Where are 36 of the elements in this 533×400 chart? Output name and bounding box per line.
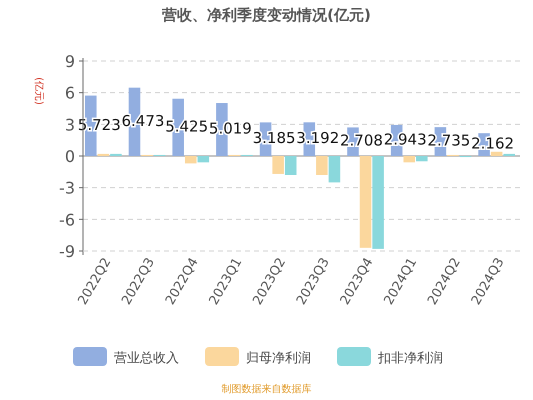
data-label: 3.185 — [252, 129, 296, 148]
y-tick-label: 9 — [64, 52, 75, 71]
y-tick-label: 0 — [64, 147, 75, 166]
data-label: 6.473 — [122, 112, 164, 130]
data-label: 2.162 — [471, 134, 514, 153]
bar — [272, 156, 284, 174]
y-axis-title: (亿元) — [33, 77, 44, 105]
y-tick-label: -3 — [59, 178, 75, 198]
bar — [184, 156, 197, 164]
chart-title: 营收、净利季度变动情况(亿元) — [161, 6, 371, 24]
data-label: 2.735 — [427, 132, 470, 150]
data-label: 5.425 — [165, 117, 208, 136]
data-label: 3.192 — [296, 129, 340, 148]
bar — [284, 156, 296, 175]
legend-item: 营业总收入 — [73, 347, 179, 366]
legend-label: 归母净利润 — [246, 351, 311, 366]
bar — [372, 156, 384, 249]
data-label: 2.708 — [340, 132, 383, 150]
bar — [198, 156, 210, 162]
bar — [416, 156, 428, 162]
data-label: 5.019 — [208, 120, 252, 138]
bar — [316, 156, 328, 175]
bar — [403, 156, 416, 162]
text: 制图数据来自数据库 — [222, 383, 312, 395]
legend-item: 扣非净利润 — [337, 347, 443, 366]
legend-label: 营业总收入 — [114, 351, 179, 366]
legend-item: 归母净利润 — [205, 347, 311, 366]
legend-label: 扣非净利润 — [377, 351, 443, 366]
y-tick-label: 6 — [64, 84, 75, 103]
bar — [328, 156, 340, 182]
y-tick-label: -9 — [59, 242, 75, 261]
y-tick-label: 3 — [64, 115, 75, 134]
bar — [490, 152, 502, 156]
bar — [360, 156, 372, 248]
data-label: 2.943 — [384, 130, 427, 148]
y-tick-label: -6 — [59, 210, 75, 230]
